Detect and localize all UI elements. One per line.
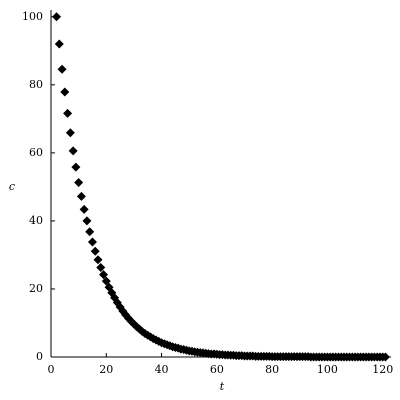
point: [96, 263, 106, 273]
point: [93, 255, 103, 265]
point: [60, 87, 70, 97]
point: [63, 108, 73, 118]
x-tick-label: 120: [372, 363, 393, 376]
x-tick-label: 80: [265, 363, 279, 376]
point: [76, 191, 86, 201]
point: [90, 246, 100, 256]
point: [79, 204, 89, 214]
point: [99, 270, 109, 280]
y-tick-label: 60: [29, 146, 43, 159]
y-tick-label: 0: [36, 350, 43, 363]
point: [380, 352, 390, 362]
point: [87, 237, 97, 247]
point: [68, 146, 78, 156]
y-tick-label: 20: [29, 282, 43, 295]
x-tick-label: 20: [99, 363, 113, 376]
point: [71, 162, 81, 172]
point: [74, 177, 84, 187]
y-tick-label: 100: [22, 10, 43, 23]
point: [85, 227, 95, 237]
point: [65, 128, 75, 138]
point: [82, 216, 92, 226]
x-tick-label: 0: [48, 363, 55, 376]
point: [57, 64, 67, 74]
y-tick-label: 80: [29, 78, 43, 91]
y-axis-label: c: [9, 180, 15, 193]
x-tick-label: 60: [210, 363, 224, 376]
x-tick-label: 40: [155, 363, 169, 376]
x-tick-label: 100: [317, 363, 338, 376]
point: [54, 39, 64, 49]
y-tick-label: 40: [29, 214, 43, 227]
point: [52, 12, 62, 22]
x-axis-label: t: [220, 380, 225, 393]
